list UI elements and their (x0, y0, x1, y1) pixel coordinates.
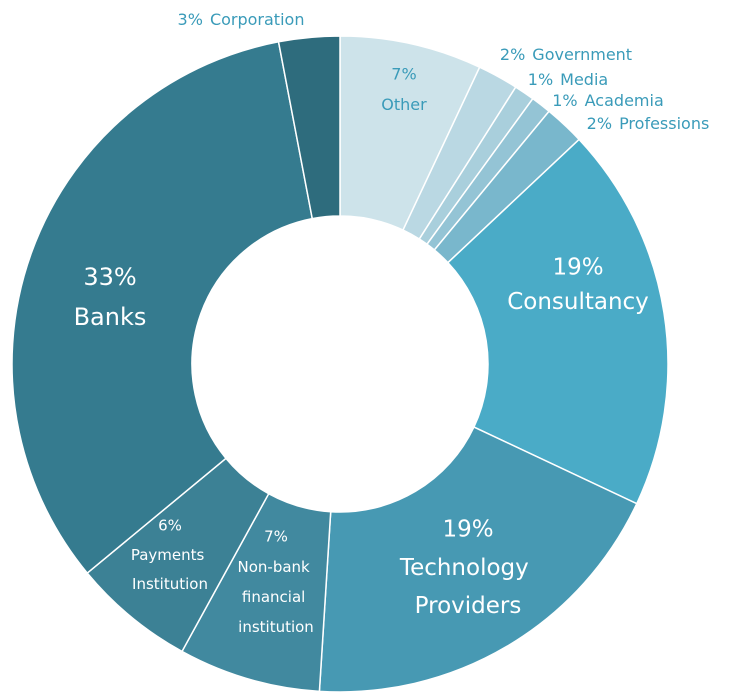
segment-value: 19% (442, 517, 493, 543)
donut-segment (277, 35, 341, 220)
segment-name: Banks (74, 303, 147, 331)
segment-label: 2% Government (500, 45, 632, 64)
segment-value: 3% (178, 10, 203, 29)
segment-name: Consultancy (507, 289, 649, 315)
segment-label: 3% Corporation (178, 10, 305, 29)
segment-name: Non-bank financial institution (238, 558, 315, 636)
segment-value: 6% (158, 517, 182, 535)
segment-value: 1% (528, 70, 553, 89)
donut-segment (446, 138, 669, 505)
segment-value: 7% (264, 528, 288, 546)
segment-label: 2% Professions (587, 114, 710, 133)
segment-label: 1% Media (528, 70, 608, 89)
segment-value: 2% (500, 45, 525, 64)
segment-value: 19% (552, 255, 603, 281)
segment-name: Government (532, 45, 632, 64)
segment-name: Academia (585, 91, 664, 110)
segment-label: 1% Academia (552, 91, 664, 110)
segment-value: 7% (391, 65, 416, 84)
segment-name: Media (560, 70, 608, 89)
donut-segment (318, 426, 638, 693)
segment-name: Payments Institution (131, 546, 209, 593)
segment-name: Technology Providers (399, 555, 536, 619)
segment-name: Other (381, 95, 427, 114)
segment-name: Professions (619, 114, 709, 133)
segment-value: 2% (587, 114, 612, 133)
segment-name: Corporation (210, 10, 305, 29)
segment-value: 1% (552, 91, 577, 110)
segment-value: 33% (83, 263, 136, 291)
donut-segment (11, 40, 314, 575)
